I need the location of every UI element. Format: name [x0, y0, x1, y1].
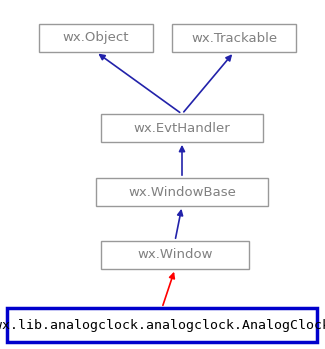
Bar	[172, 24, 296, 52]
Text: wx.lib.analogclock.analogclock.AnalogClock: wx.lib.analogclock.analogclock.AnalogClo…	[0, 319, 325, 332]
Bar	[7, 308, 317, 342]
Bar	[96, 178, 268, 206]
Bar	[101, 114, 263, 142]
Text: wx.EvtHandler: wx.EvtHandler	[134, 121, 230, 134]
Text: wx.Trackable: wx.Trackable	[191, 31, 277, 45]
Text: wx.Window: wx.Window	[137, 248, 213, 261]
Text: wx.WindowBase: wx.WindowBase	[128, 186, 236, 199]
Text: wx.Object: wx.Object	[63, 31, 129, 45]
Bar	[39, 24, 153, 52]
Bar	[101, 241, 249, 269]
